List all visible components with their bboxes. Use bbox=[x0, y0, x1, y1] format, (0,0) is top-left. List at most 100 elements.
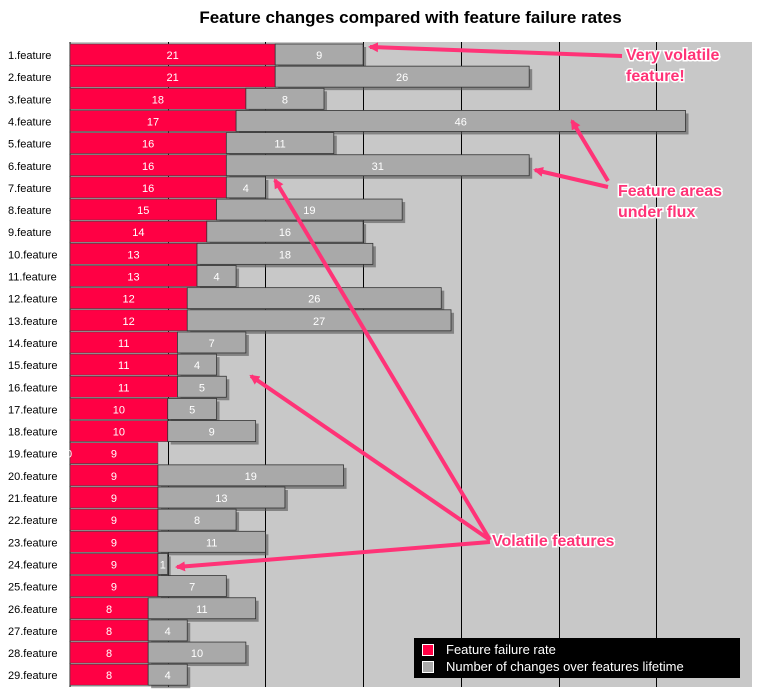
data-label-changes: 19 bbox=[303, 205, 315, 217]
data-label-failure-rate: 17 bbox=[147, 116, 159, 128]
data-label-changes: 7 bbox=[189, 582, 195, 594]
data-label-failure-rate: 11 bbox=[118, 338, 129, 350]
category-label: 24.feature bbox=[8, 559, 58, 571]
bar-changes bbox=[157, 530, 266, 553]
bar-changes bbox=[157, 553, 169, 575]
data-label-failure-rate: 8 bbox=[106, 626, 112, 638]
bar-changes bbox=[216, 198, 403, 221]
bar-changes bbox=[147, 597, 257, 620]
category-label: 22.feature bbox=[8, 515, 58, 527]
category-label: 29.feature bbox=[8, 670, 58, 682]
chart-title: Feature changes compared with feature fa… bbox=[199, 8, 622, 27]
bar-changes bbox=[157, 464, 344, 487]
data-label-changes: 16 bbox=[279, 227, 291, 239]
data-label-changes: 8 bbox=[194, 515, 200, 527]
bar-changes bbox=[177, 353, 217, 376]
legend-item: Feature failure rate bbox=[422, 641, 732, 658]
data-label-failure-rate: 8 bbox=[106, 604, 112, 616]
category-label: 10.feature bbox=[8, 249, 58, 261]
data-label-changes: 4 bbox=[243, 183, 249, 195]
bar-changes bbox=[196, 242, 374, 265]
category-label: 8.feature bbox=[8, 205, 51, 217]
annotation-arrow bbox=[570, 119, 610, 183]
data-label-failure-rate: 13 bbox=[127, 272, 139, 284]
data-label-changes: 9 bbox=[209, 427, 215, 439]
bar-changes bbox=[196, 265, 237, 287]
data-label-failure-rate: 9 bbox=[111, 493, 117, 505]
data-label-changes: 46 bbox=[455, 116, 467, 128]
data-label-failure-rate: 9 bbox=[111, 537, 117, 549]
category-label: 12.feature bbox=[8, 294, 58, 306]
bar-changes bbox=[186, 287, 442, 310]
legend-swatch bbox=[422, 643, 434, 656]
data-label-failure-rate: 12 bbox=[122, 294, 134, 306]
data-label-changes: 27 bbox=[313, 316, 325, 328]
bar-changes bbox=[225, 176, 266, 199]
bar-changes bbox=[274, 43, 364, 66]
annotation-arrow bbox=[533, 166, 609, 189]
data-label-changes: 8 bbox=[282, 94, 288, 106]
category-label: 3.feature bbox=[8, 94, 51, 106]
data-label-changes: 4 bbox=[194, 360, 200, 372]
bar-changes bbox=[225, 154, 530, 177]
category-label: 19.feature bbox=[8, 449, 58, 461]
annotation-text: Very volatile bbox=[626, 47, 719, 64]
chart-legend: Feature failure rate Number of changes o… bbox=[414, 638, 740, 678]
data-label-failure-rate: 12 bbox=[122, 316, 134, 328]
data-label-failure-rate: 21 bbox=[166, 72, 178, 84]
data-label-changes: 18 bbox=[279, 249, 291, 261]
category-label: 7.feature bbox=[8, 183, 51, 195]
data-label-failure-rate: 11 bbox=[118, 360, 129, 372]
bar-changes bbox=[167, 397, 217, 420]
bar-changes bbox=[274, 65, 530, 88]
bar-changes bbox=[147, 641, 247, 664]
category-label: 14.feature bbox=[8, 338, 58, 350]
data-label-failure-rate: 16 bbox=[142, 139, 154, 151]
bar-changes bbox=[186, 309, 452, 332]
data-label-changes: 1 bbox=[160, 559, 166, 571]
data-label-changes: 5 bbox=[189, 404, 195, 416]
data-label-changes: 31 bbox=[372, 161, 384, 173]
data-label-failure-rate: 8 bbox=[106, 670, 112, 682]
bar-changes bbox=[206, 220, 364, 243]
category-label: 1.feature bbox=[8, 50, 51, 62]
bar-failure-rate bbox=[69, 442, 159, 465]
bar-changes bbox=[157, 575, 227, 597]
data-label-changes: 4 bbox=[213, 272, 219, 284]
data-label-failure-rate: 18 bbox=[152, 94, 164, 106]
category-label: 20.feature bbox=[8, 471, 58, 483]
bar-changes bbox=[157, 508, 237, 531]
data-label-failure-rate: 9 bbox=[111, 559, 117, 571]
data-label-failure-rate: 11 bbox=[118, 382, 129, 394]
category-label: 5.feature bbox=[8, 139, 51, 151]
category-label: 21.feature bbox=[8, 493, 58, 505]
data-label-changes: 7 bbox=[209, 338, 215, 350]
data-label-changes: 10 bbox=[191, 648, 203, 660]
bar-changes bbox=[147, 619, 188, 642]
data-label-changes: 13 bbox=[215, 493, 227, 505]
annotation-arrow bbox=[368, 42, 623, 58]
annotation-arrow bbox=[273, 178, 492, 542]
data-label-failure-rate: 16 bbox=[142, 183, 154, 195]
data-label-failure-rate: 21 bbox=[166, 50, 178, 62]
data-label-failure-rate: 8 bbox=[106, 648, 112, 660]
annotation-arrow bbox=[175, 540, 491, 572]
category-label: 13.feature bbox=[8, 316, 58, 328]
legend-item: Number of changes over features lifetime bbox=[422, 658, 732, 675]
data-label-changes: 26 bbox=[308, 294, 320, 306]
data-label-failure-rate: 9 bbox=[111, 515, 117, 527]
annotation-text: Feature areas bbox=[618, 183, 722, 200]
category-label: 6.feature bbox=[8, 161, 51, 173]
category-label: 4.feature bbox=[8, 116, 51, 128]
bar-changes bbox=[167, 420, 257, 442]
annotation-arrow bbox=[249, 374, 492, 542]
data-label-changes: 26 bbox=[396, 72, 408, 84]
category-label: 2.feature bbox=[8, 72, 51, 84]
data-label-changes: 9 bbox=[316, 50, 322, 62]
data-label-changes: 11 bbox=[206, 537, 217, 549]
bar-changes bbox=[245, 87, 325, 110]
data-label-failure-rate: 9 bbox=[111, 582, 117, 594]
category-label: 9.feature bbox=[8, 227, 51, 239]
category-label: 28.feature bbox=[8, 648, 58, 660]
